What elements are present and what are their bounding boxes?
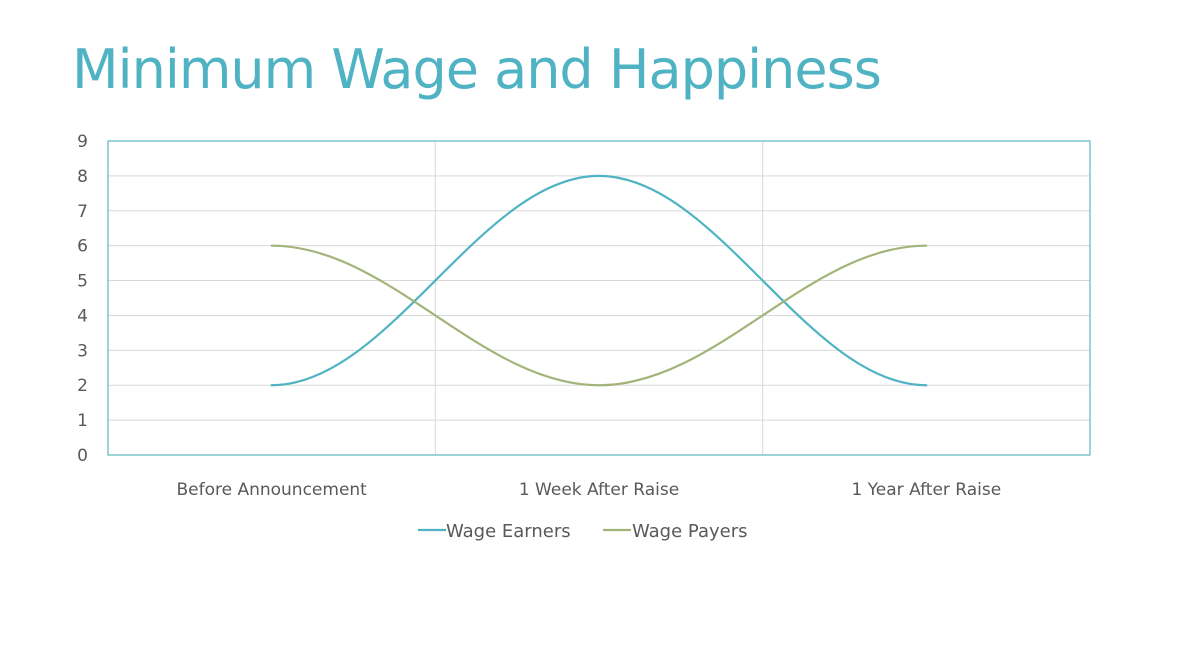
y-tick-label: 4: [77, 306, 88, 326]
y-tick-label: 0: [77, 446, 88, 466]
y-tick-label: 5: [77, 272, 88, 292]
legend-label: Wage Earners: [446, 521, 571, 542]
slide-title: Minimum Wage and Happiness: [72, 38, 882, 101]
plot-frame: [107, 140, 1091, 456]
series-line-wage-payers: [270, 244, 928, 387]
x-tick-label: 1 Year After Raise: [851, 480, 1001, 500]
y-tick-label: 1: [77, 411, 88, 431]
x-tick-label: Before Announcement: [176, 480, 367, 500]
legend-label: Wage Payers: [632, 521, 747, 542]
y-tick-label: 8: [77, 167, 88, 187]
y-tick-label: 3: [77, 341, 88, 361]
series-line-wage-earners: [270, 174, 928, 387]
y-tick-label: 7: [77, 202, 88, 222]
x-tick-label: 1 Week After Raise: [519, 480, 679, 500]
y-tick-label: 6: [77, 237, 88, 257]
y-tick-label: 2: [77, 376, 88, 396]
y-tick-label: 9: [77, 132, 88, 152]
